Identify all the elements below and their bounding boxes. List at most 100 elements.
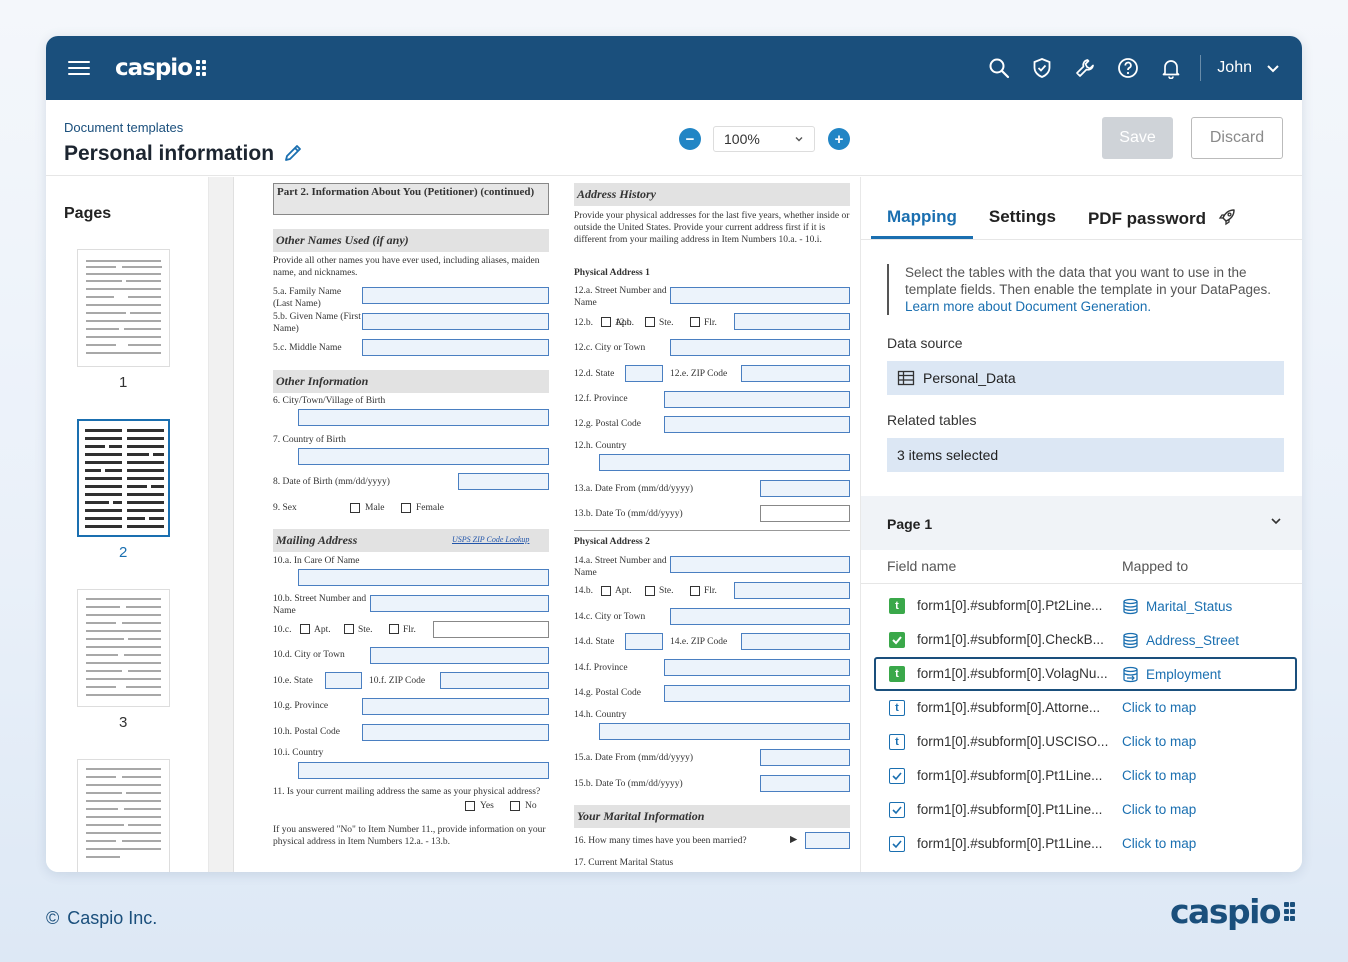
field-12e[interactable] bbox=[741, 365, 850, 382]
field-10a[interactable] bbox=[298, 569, 549, 586]
field-10i[interactable] bbox=[298, 762, 549, 779]
page-1-section[interactable]: Page 1 bbox=[861, 496, 1302, 550]
field-10e[interactable] bbox=[325, 672, 362, 689]
mapping-row[interactable]: t form1[0].#subform[0].USCISO... Click t… bbox=[861, 725, 1302, 759]
field-14f[interactable] bbox=[664, 659, 850, 676]
checkbox-ste[interactable] bbox=[344, 624, 354, 634]
mapping-row[interactable]: t form1[0].#subform[0].Pt2Line... Marita… bbox=[861, 589, 1302, 623]
click-to-map-link[interactable]: Click to map bbox=[1122, 700, 1197, 715]
field-6[interactable] bbox=[298, 409, 549, 426]
mapped-to[interactable]: Employment bbox=[1122, 666, 1221, 683]
field-15a[interactable] bbox=[760, 749, 850, 766]
database-icon bbox=[1123, 598, 1138, 615]
mapping-row[interactable]: form1[0].#subform[0].Pt1Line... Click to… bbox=[861, 759, 1302, 793]
field-14e[interactable] bbox=[741, 633, 850, 650]
field-label-7: 7. Country of Birth bbox=[273, 435, 346, 445]
related-tables-field[interactable]: 3 items selected bbox=[887, 438, 1284, 472]
field-13b[interactable] bbox=[760, 505, 850, 522]
mapping-row[interactable]: form1[0].#subform[0].Pt1Line... Click to… bbox=[861, 793, 1302, 827]
field-13a[interactable] bbox=[760, 480, 850, 497]
field-5c[interactable] bbox=[362, 339, 549, 356]
click-to-map-link[interactable]: Click to map bbox=[1122, 768, 1197, 783]
field-10c[interactable] bbox=[433, 621, 549, 638]
zoom-select[interactable]: 100% bbox=[713, 126, 815, 152]
field-10d[interactable] bbox=[370, 647, 549, 664]
help-icon[interactable] bbox=[1106, 36, 1149, 100]
database-link-icon bbox=[1123, 666, 1138, 683]
zoom-out-button[interactable]: − bbox=[679, 128, 701, 150]
usps-link[interactable]: USPS ZIP Code Lookup bbox=[452, 535, 530, 544]
brand-logo[interactable]: caspio bbox=[115, 55, 206, 81]
field-14a[interactable] bbox=[670, 556, 850, 573]
document-viewer[interactable]: Part 2. Information About You (Petitione… bbox=[209, 177, 860, 872]
checkbox-12b-apt[interactable] bbox=[601, 317, 611, 327]
checkbox-14b-apt[interactable] bbox=[601, 586, 611, 596]
page-thumbnail-3[interactable] bbox=[77, 589, 170, 707]
field-14c[interactable] bbox=[670, 608, 850, 625]
checkbox-female[interactable] bbox=[401, 503, 411, 513]
tab-mapping[interactable]: Mapping bbox=[871, 195, 973, 239]
save-button[interactable]: Save bbox=[1102, 117, 1173, 159]
field-5b[interactable] bbox=[362, 313, 549, 330]
tab-settings[interactable]: Settings bbox=[988, 207, 1056, 226]
checkbox-apt[interactable] bbox=[300, 624, 310, 634]
field-10h[interactable] bbox=[362, 724, 549, 741]
field-14b[interactable] bbox=[734, 582, 850, 599]
field-10g[interactable] bbox=[362, 698, 549, 715]
field-12c[interactable] bbox=[670, 339, 850, 356]
edit-pencil-icon[interactable] bbox=[282, 142, 304, 169]
field-14d[interactable] bbox=[625, 633, 663, 650]
field-12a[interactable] bbox=[670, 287, 850, 304]
field-8[interactable] bbox=[458, 473, 549, 490]
other-names-desc: Provide all other names you have ever us… bbox=[273, 256, 540, 278]
mapping-row[interactable]: form1[0].#subform[0].Pt1Line... Click to… bbox=[861, 827, 1302, 861]
field-label-10a: 10.a. In Care Of Name bbox=[273, 556, 360, 566]
wrench-icon[interactable] bbox=[1063, 36, 1106, 100]
mapped-to[interactable]: Marital_Status bbox=[1122, 598, 1232, 615]
field-10b[interactable] bbox=[370, 595, 549, 612]
shield-check-icon[interactable] bbox=[1020, 36, 1063, 100]
user-menu[interactable]: John bbox=[1213, 59, 1280, 77]
field-12g[interactable] bbox=[664, 416, 850, 433]
checkbox-male[interactable] bbox=[350, 503, 360, 513]
checkbox-12b-flr[interactable] bbox=[690, 317, 700, 327]
bell-icon[interactable] bbox=[1149, 36, 1192, 100]
field-10f[interactable] bbox=[440, 672, 549, 689]
field-7[interactable] bbox=[298, 448, 549, 465]
mapping-row[interactable]: form1[0].#subform[0].CheckB... Address_S… bbox=[861, 623, 1302, 657]
data-source-field[interactable]: Personal_Data bbox=[887, 361, 1284, 395]
zoom-in-button[interactable]: + bbox=[828, 128, 850, 150]
checkbox-14b-ste[interactable] bbox=[645, 586, 655, 596]
field-14g[interactable] bbox=[664, 685, 850, 702]
page-thumbnail-2[interactable] bbox=[77, 419, 170, 537]
search-icon[interactable] bbox=[977, 36, 1020, 100]
field-5a[interactable] bbox=[362, 287, 549, 304]
field-12d[interactable] bbox=[625, 365, 663, 382]
breadcrumb[interactable]: Document templates bbox=[64, 120, 184, 135]
checkbox-flr[interactable] bbox=[389, 624, 399, 634]
checkbox-field-icon bbox=[889, 632, 905, 648]
click-to-map-link[interactable]: Click to map bbox=[1122, 802, 1197, 817]
checkbox-yes[interactable] bbox=[465, 801, 475, 811]
page-thumbnail-4[interactable] bbox=[77, 759, 170, 872]
mapping-row-selected[interactable]: t form1[0].#subform[0].VolagNu... Employ… bbox=[874, 657, 1297, 691]
zoom-control: − 100% + bbox=[679, 126, 850, 152]
checkbox-14b-flr[interactable] bbox=[690, 586, 700, 596]
hamburger-menu-icon[interactable] bbox=[68, 57, 90, 79]
checkbox-12b-ste[interactable] bbox=[645, 317, 655, 327]
field-16[interactable] bbox=[805, 832, 850, 849]
page-thumbnail-1[interactable] bbox=[77, 249, 170, 367]
discard-button[interactable]: Discard bbox=[1191, 117, 1283, 159]
mapped-to[interactable]: Address_Street bbox=[1122, 632, 1239, 649]
mapping-row[interactable]: t form1[0].#subform[0].Attorne... Click … bbox=[861, 691, 1302, 725]
click-to-map-link[interactable]: Click to map bbox=[1122, 734, 1197, 749]
field-15b[interactable] bbox=[760, 775, 850, 792]
field-12b[interactable] bbox=[734, 313, 850, 330]
tab-pdf-password[interactable]: PDF password bbox=[1072, 195, 1253, 239]
click-to-map-link[interactable]: Click to map bbox=[1122, 836, 1197, 851]
field-12h[interactable] bbox=[599, 454, 850, 471]
field-12f[interactable] bbox=[664, 391, 850, 408]
checkbox-no[interactable] bbox=[510, 801, 520, 811]
learn-more-link[interactable]: Learn more about Document Generation. bbox=[905, 299, 1152, 314]
field-14h[interactable] bbox=[599, 723, 850, 740]
